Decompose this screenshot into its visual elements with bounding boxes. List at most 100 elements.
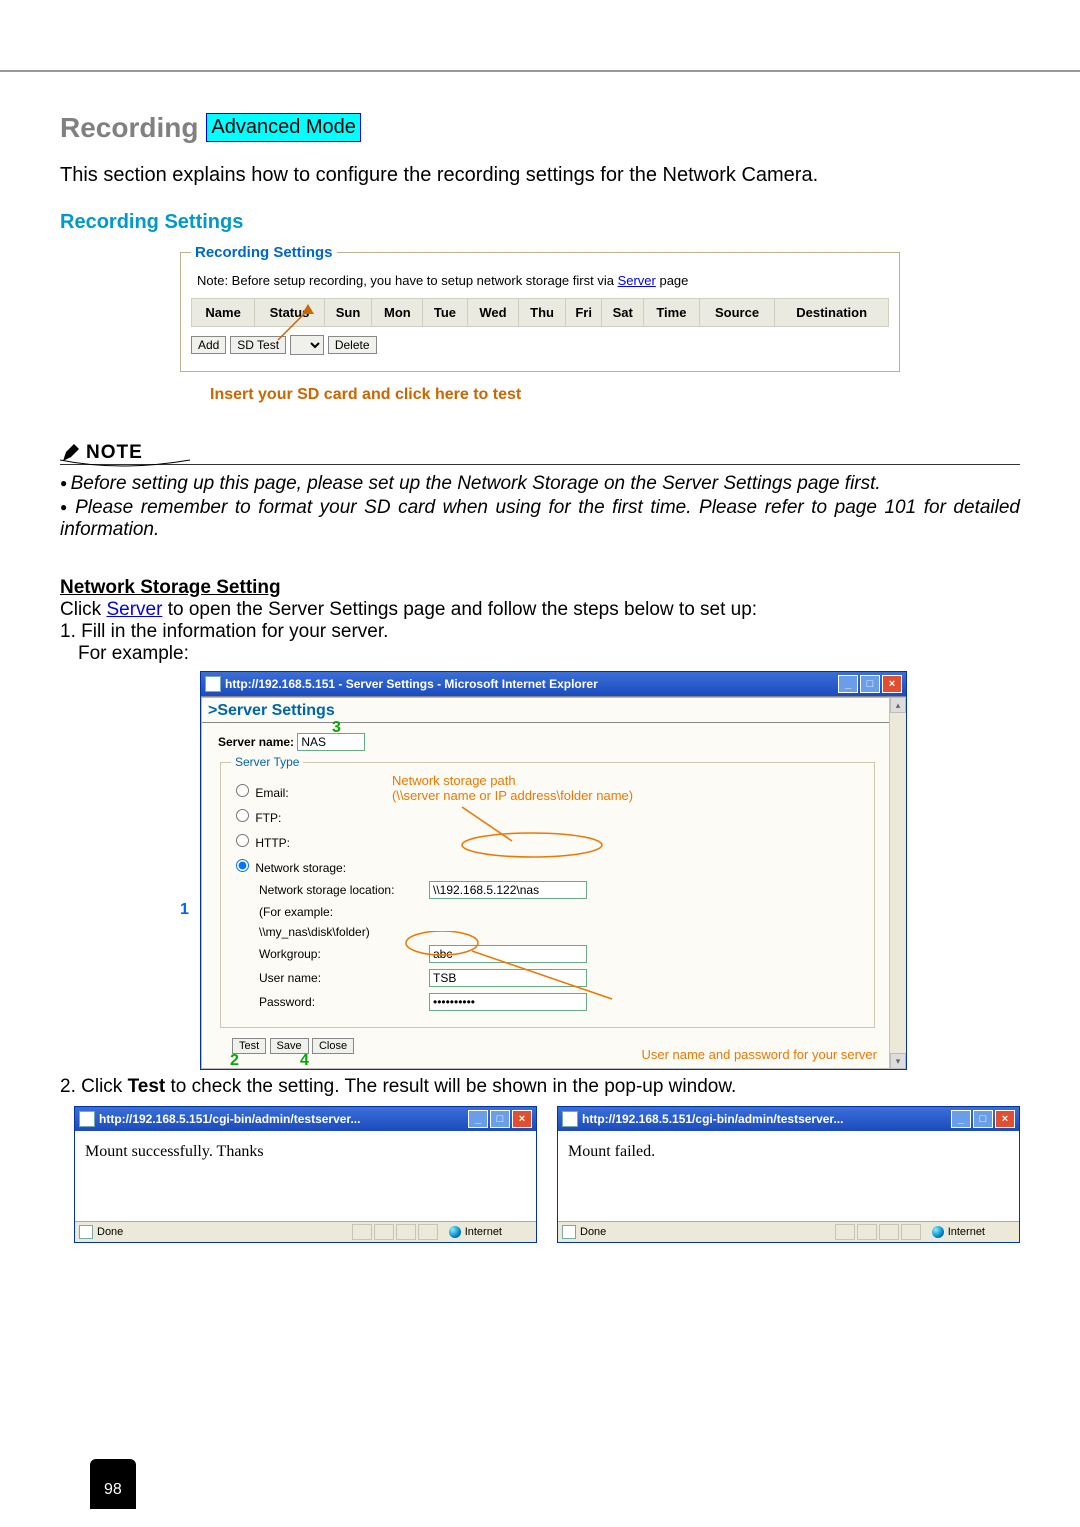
minimize-button[interactable]: _ <box>951 1110 971 1128</box>
delete-button[interactable]: Delete <box>328 336 377 354</box>
server-settings-window: http://192.168.5.151 - Server Settings -… <box>200 671 907 1070</box>
server-name-label: Server name: <box>218 735 294 749</box>
server-type-legend: Server Type <box>231 755 303 769</box>
username-input[interactable] <box>429 969 587 987</box>
recording-buttons: Add SD Test Delete <box>191 335 889 355</box>
popup-fail: http://192.168.5.151/cgi-bin/admin/tests… <box>557 1106 1020 1243</box>
workgroup-input[interactable] <box>429 945 587 963</box>
recording-settings-legend: Recording Settings <box>191 244 337 261</box>
popup-success: http://192.168.5.151/cgi-bin/admin/tests… <box>74 1106 537 1243</box>
insert-sd-message: Insert your SD card and click here to te… <box>210 386 1020 404</box>
scrollbar[interactable]: ▴ ▾ <box>889 697 906 1069</box>
username-label: User name: <box>259 971 429 985</box>
server-form: 3 Server name: Server Type Email: FTP: H… <box>202 723 889 1068</box>
ns-loc-label: Network storage location: <box>259 883 429 897</box>
section-title: Recording <box>60 112 198 144</box>
recording-note: Note: Before setup recording, you have t… <box>191 271 889 298</box>
scroll-down-icon[interactable]: ▾ <box>890 1053 906 1069</box>
recording-note-suffix: page <box>656 273 689 288</box>
maximize-button[interactable]: □ <box>973 1110 993 1128</box>
title-row: Recording Advanced Mode <box>60 112 1020 144</box>
password-label: Password: <box>259 995 429 1009</box>
advanced-mode-badge: Advanced Mode <box>206 113 361 142</box>
step1: 1. Fill in the information for your serv… <box>60 621 1020 643</box>
note-item: Before setting up this page, please set … <box>60 473 1020 495</box>
globe-icon <box>449 1226 461 1238</box>
statusbar: Done Internet <box>558 1221 1019 1242</box>
ie-icon <box>205 676 221 692</box>
ftp-label: FTP: <box>255 811 281 825</box>
callout-credentials: User name and password for your server <box>641 1047 877 1062</box>
ns-label: Network storage: <box>255 861 346 875</box>
network-storage-heading: Network Storage Setting <box>60 577 1020 599</box>
maximize-button[interactable]: □ <box>860 675 880 693</box>
ie-icon <box>562 1225 576 1239</box>
window-buttons: _ □ × <box>838 675 902 693</box>
password-input[interactable] <box>429 993 587 1011</box>
http-label: HTTP: <box>255 836 290 850</box>
nss-line1-pre: Click <box>60 599 106 620</box>
statusbar: Done Internet <box>75 1221 536 1242</box>
ftp-radio[interactable] <box>236 809 249 822</box>
close-window-button[interactable]: × <box>995 1110 1015 1128</box>
server-link[interactable]: Server <box>106 599 162 620</box>
step2-post: to check the setting. The result will be… <box>165 1076 736 1097</box>
ie-icon <box>79 1111 95 1127</box>
ns-subform: Network storage location: (For example: … <box>259 881 864 1011</box>
note-underline <box>60 464 1020 465</box>
close-window-button[interactable]: × <box>512 1110 532 1128</box>
add-button[interactable]: Add <box>191 336 226 354</box>
col-source: Source <box>699 299 775 327</box>
col-thu: Thu <box>519 299 566 327</box>
workgroup-label: Workgroup: <box>259 947 429 961</box>
status-internet: Internet <box>465 1226 502 1238</box>
nss-line1-post: to open the Server Settings page and fol… <box>162 599 757 620</box>
titlebar: http://192.168.5.151/cgi-bin/admin/tests… <box>558 1107 1019 1131</box>
minimize-button[interactable]: _ <box>468 1110 488 1128</box>
col-mon: Mon <box>372 299 423 327</box>
close-button[interactable]: Close <box>312 1038 354 1054</box>
callout-path-l1: Network storage path <box>392 773 633 788</box>
sd-select[interactable] <box>290 335 324 355</box>
popup-body: Mount successfully. Thanks <box>75 1131 536 1221</box>
callout-path-l2: (\\server name or IP address\folder name… <box>392 788 633 803</box>
server-settings-heading: >Server Settings <box>202 698 889 723</box>
marker-1: 1 <box>180 901 189 919</box>
ns-example1: (For example: <box>259 905 429 919</box>
close-window-button[interactable]: × <box>882 675 902 693</box>
col-sun: Sun <box>324 299 372 327</box>
titlebar: http://192.168.5.151/cgi-bin/admin/tests… <box>75 1107 536 1131</box>
header-rule <box>0 0 1080 72</box>
email-label: Email: <box>255 786 288 800</box>
col-wed: Wed <box>467 299 519 327</box>
recording-settings-panel: Recording Settings Note: Before setup re… <box>180 244 900 372</box>
status-done: Done <box>97 1226 123 1238</box>
note-block: NOTE Before setting up this page, please… <box>60 442 1020 541</box>
window-title: http://192.168.5.151 - Server Settings -… <box>225 677 598 691</box>
col-name: Name <box>192 299 255 327</box>
http-radio[interactable] <box>236 834 249 847</box>
network-storage-radio[interactable] <box>236 859 249 872</box>
scroll-up-icon[interactable]: ▴ <box>890 697 906 713</box>
ns-loc-input[interactable] <box>429 881 587 899</box>
step2-bold: Test <box>128 1076 166 1097</box>
sd-test-button[interactable]: SD Test <box>230 336 286 354</box>
recording-table: Name Status Sun Mon Tue Wed Thu Fri Sat … <box>191 298 889 327</box>
recording-note-link[interactable]: Server <box>618 273 656 288</box>
note-curve-icon <box>60 458 240 472</box>
popup-body: Mount failed. <box>558 1131 1019 1221</box>
popup-title: http://192.168.5.151/cgi-bin/admin/tests… <box>582 1112 843 1126</box>
server-type-fieldset: Server Type Email: FTP: HTTP: Network st… <box>220 755 875 1028</box>
note-list: Before setting up this page, please set … <box>60 473 1020 541</box>
minimize-button[interactable]: _ <box>838 675 858 693</box>
ie-icon <box>79 1225 93 1239</box>
status-internet: Internet <box>948 1226 985 1238</box>
col-time: Time <box>644 299 700 327</box>
email-radio[interactable] <box>236 784 249 797</box>
maximize-button[interactable]: □ <box>490 1110 510 1128</box>
content: Recording Advanced Mode This section exp… <box>0 72 1080 1263</box>
marker-4: 4 <box>300 1052 309 1070</box>
titlebar: http://192.168.5.151 - Server Settings -… <box>201 672 906 696</box>
note-item: Please remember to format your SD card w… <box>60 497 1020 541</box>
col-sat: Sat <box>602 299 644 327</box>
